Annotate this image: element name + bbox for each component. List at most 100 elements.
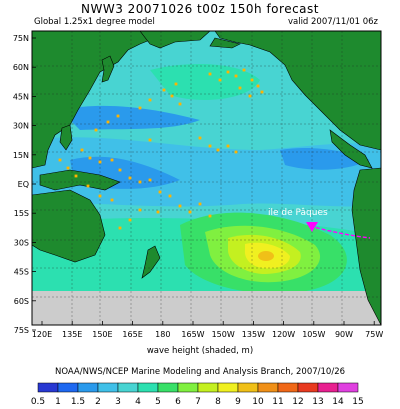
colorbar-swatch [117,382,139,393]
colorbar-tick-label: 6 [175,397,181,407]
lon-tick-label: 150W [212,330,235,339]
buoy-marker [226,144,230,148]
buoy-marker [198,136,202,140]
colorbar-swatch [177,382,199,393]
buoy-marker [58,158,62,162]
colorbar-swatch [237,382,259,393]
buoy-marker [198,202,202,206]
easter-island-marker [306,222,318,232]
buoy-marker [226,70,230,74]
buoy-marker [148,178,152,182]
longitude-ticks: 120E 135E 150E 165E 180 165W 150W 135W 120W 105W 9… [32,321,383,339]
buoy-marker [80,148,84,152]
buoy-marker [168,194,172,198]
colorbar-tick-label: 7 [195,397,201,407]
buoy-marker [110,198,114,202]
buoy-marker [234,150,238,154]
buoy-marker [148,98,152,102]
buoy-marker [106,120,110,124]
sea-ice [32,291,381,325]
colorbar-swatch [57,382,79,393]
colorbar-swatch [137,382,159,393]
lon-tick-label: 135W [242,330,265,339]
buoy-marker [98,194,102,198]
buoy-marker [242,68,246,72]
colorbar-tick-label: 3 [115,397,121,407]
buoy-marker [188,210,192,214]
buoy-markers [58,68,264,230]
lat-tick-label: 45S [14,268,29,277]
valid-time-label: valid 2007/11/01 06z [287,17,378,27]
colorbar-tick-label: 12 [292,397,303,407]
buoy-marker [88,156,92,160]
lon-tick-label: 150E [92,330,112,339]
lat-tick-label: 15S [14,209,29,218]
lon-tick-label: 75W [365,330,383,339]
buoy-marker [162,88,166,92]
storm-track [309,225,371,239]
lon-tick-label: 135E [62,330,82,339]
colorbar-tick-label: 13 [312,397,323,407]
buoy-marker [208,214,212,218]
map-frame [31,30,382,326]
land [32,31,381,325]
buoy-marker [216,148,220,152]
colorbar-swatch [317,382,339,393]
colorbar-swatch [297,382,319,393]
colorbar-swatch [217,382,239,393]
colorbar-tick-label: 1.5 [71,397,85,407]
lon-tick-label: 165W [181,330,204,339]
colorbar-tick-label: 9 [235,397,241,407]
colorbar-swatch [157,382,179,393]
colorbar-swatch [37,382,59,393]
colorbar-label: wave height (shaded, m) [146,346,254,356]
buoy-marker [250,78,254,82]
lat-tick-label: 75N [13,34,29,43]
colorbar-tick-label: 15 [352,397,363,407]
credit-line: NOAA/NWS/NCEP Marine Modeling and Analys… [54,367,346,377]
buoy-marker [138,180,142,184]
lat-tick-label: 30S [14,238,29,247]
colorbar-tick-label: 11 [272,397,283,407]
colorbar-swatch [97,382,119,393]
colorbar-tick-label: 2 [95,397,101,407]
lat-tick-label: 75S [14,326,29,335]
buoy-marker [248,94,252,98]
storm-core [258,251,274,261]
buoy-marker [256,84,260,88]
model-label: Global 1.25x1 degree model [34,17,155,27]
lat-tick-label: EQ [18,180,29,189]
buoy-marker [138,106,142,110]
easter-island-label: ile de Pâques [268,208,328,218]
lat-tick-label: 30N [13,122,29,131]
north-swell [150,64,260,100]
buoy-marker [178,102,182,106]
buoy-marker [94,128,98,132]
lon-tick-label: 90W [335,330,353,339]
lat-tick-label: 60S [14,297,29,306]
buoy-marker [218,78,222,82]
lon-tick-label: 120E [32,330,52,339]
colorbar-tick-label: 10 [252,397,264,407]
buoy-marker [156,210,160,214]
buoy-marker [178,204,182,208]
buoy-marker [208,144,212,148]
buoy-marker [208,72,212,76]
lon-tick-label: 165E [122,330,142,339]
buoy-marker [128,218,132,222]
colorbar-tick-label: 4 [135,397,141,407]
lon-tick-label: 105W [302,330,325,339]
buoy-marker [110,158,114,162]
buoy-marker [174,82,178,86]
colorbar-tick-label: 5 [155,397,161,407]
buoy-marker [260,90,264,94]
colorbar-swatch [77,382,99,393]
lat-tick-label: 60N [13,63,29,72]
buoy-marker [74,174,78,178]
buoy-marker [128,176,132,180]
buoy-marker [170,94,174,98]
colorbar-tick-label: 1 [55,397,61,407]
buoy-marker [98,160,102,164]
